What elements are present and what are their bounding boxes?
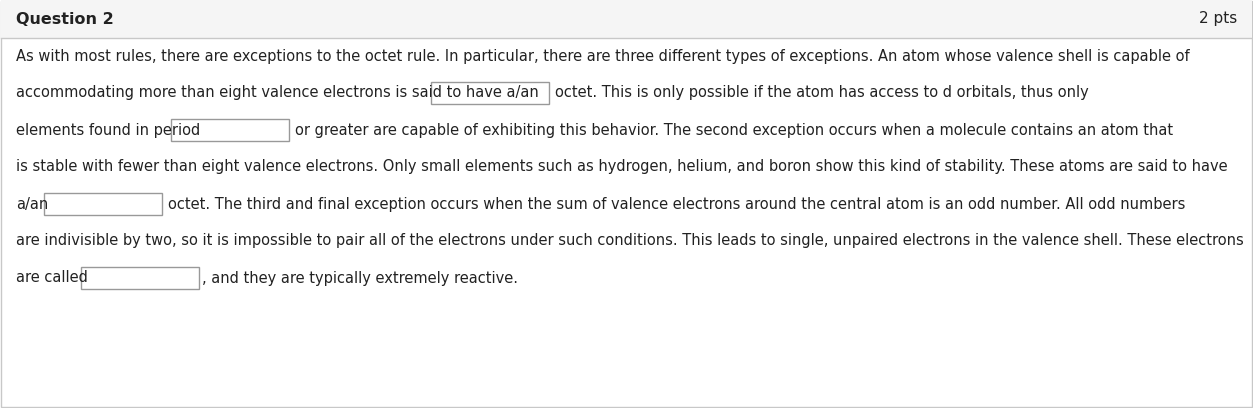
Text: or greater are capable of exhibiting this behavior. The second exception occurs : or greater are capable of exhibiting thi… xyxy=(296,122,1173,137)
Text: are called: are called xyxy=(16,271,88,286)
Text: 2 pts: 2 pts xyxy=(1199,11,1237,27)
Text: elements found in period: elements found in period xyxy=(16,122,200,137)
Text: a/an: a/an xyxy=(16,197,49,211)
Text: accommodating more than eight valence electrons is said to have a/an: accommodating more than eight valence el… xyxy=(16,86,539,100)
Bar xyxy=(172,119,289,141)
Text: is stable with fewer than eight valence electrons. Only small elements such as h: is stable with fewer than eight valence … xyxy=(16,160,1228,175)
Text: As with most rules, there are exceptions to the octet rule. In particular, there: As with most rules, there are exceptions… xyxy=(16,49,1189,64)
Bar xyxy=(1,0,1252,38)
Text: octet. The third and final exception occurs when the sum of valence electrons ar: octet. The third and final exception occ… xyxy=(168,197,1185,211)
Bar xyxy=(80,267,198,289)
Text: Question 2: Question 2 xyxy=(16,11,114,27)
Bar xyxy=(431,82,549,104)
Text: , and they are typically extremely reactive.: , and they are typically extremely react… xyxy=(203,271,519,286)
Bar xyxy=(44,193,162,215)
Text: octet. This is only possible if the atom has access to d orbitals, thus only: octet. This is only possible if the atom… xyxy=(555,86,1089,100)
Text: are indivisible by two, so it is impossible to pair all of the electrons under s: are indivisible by two, so it is impossi… xyxy=(16,233,1244,248)
